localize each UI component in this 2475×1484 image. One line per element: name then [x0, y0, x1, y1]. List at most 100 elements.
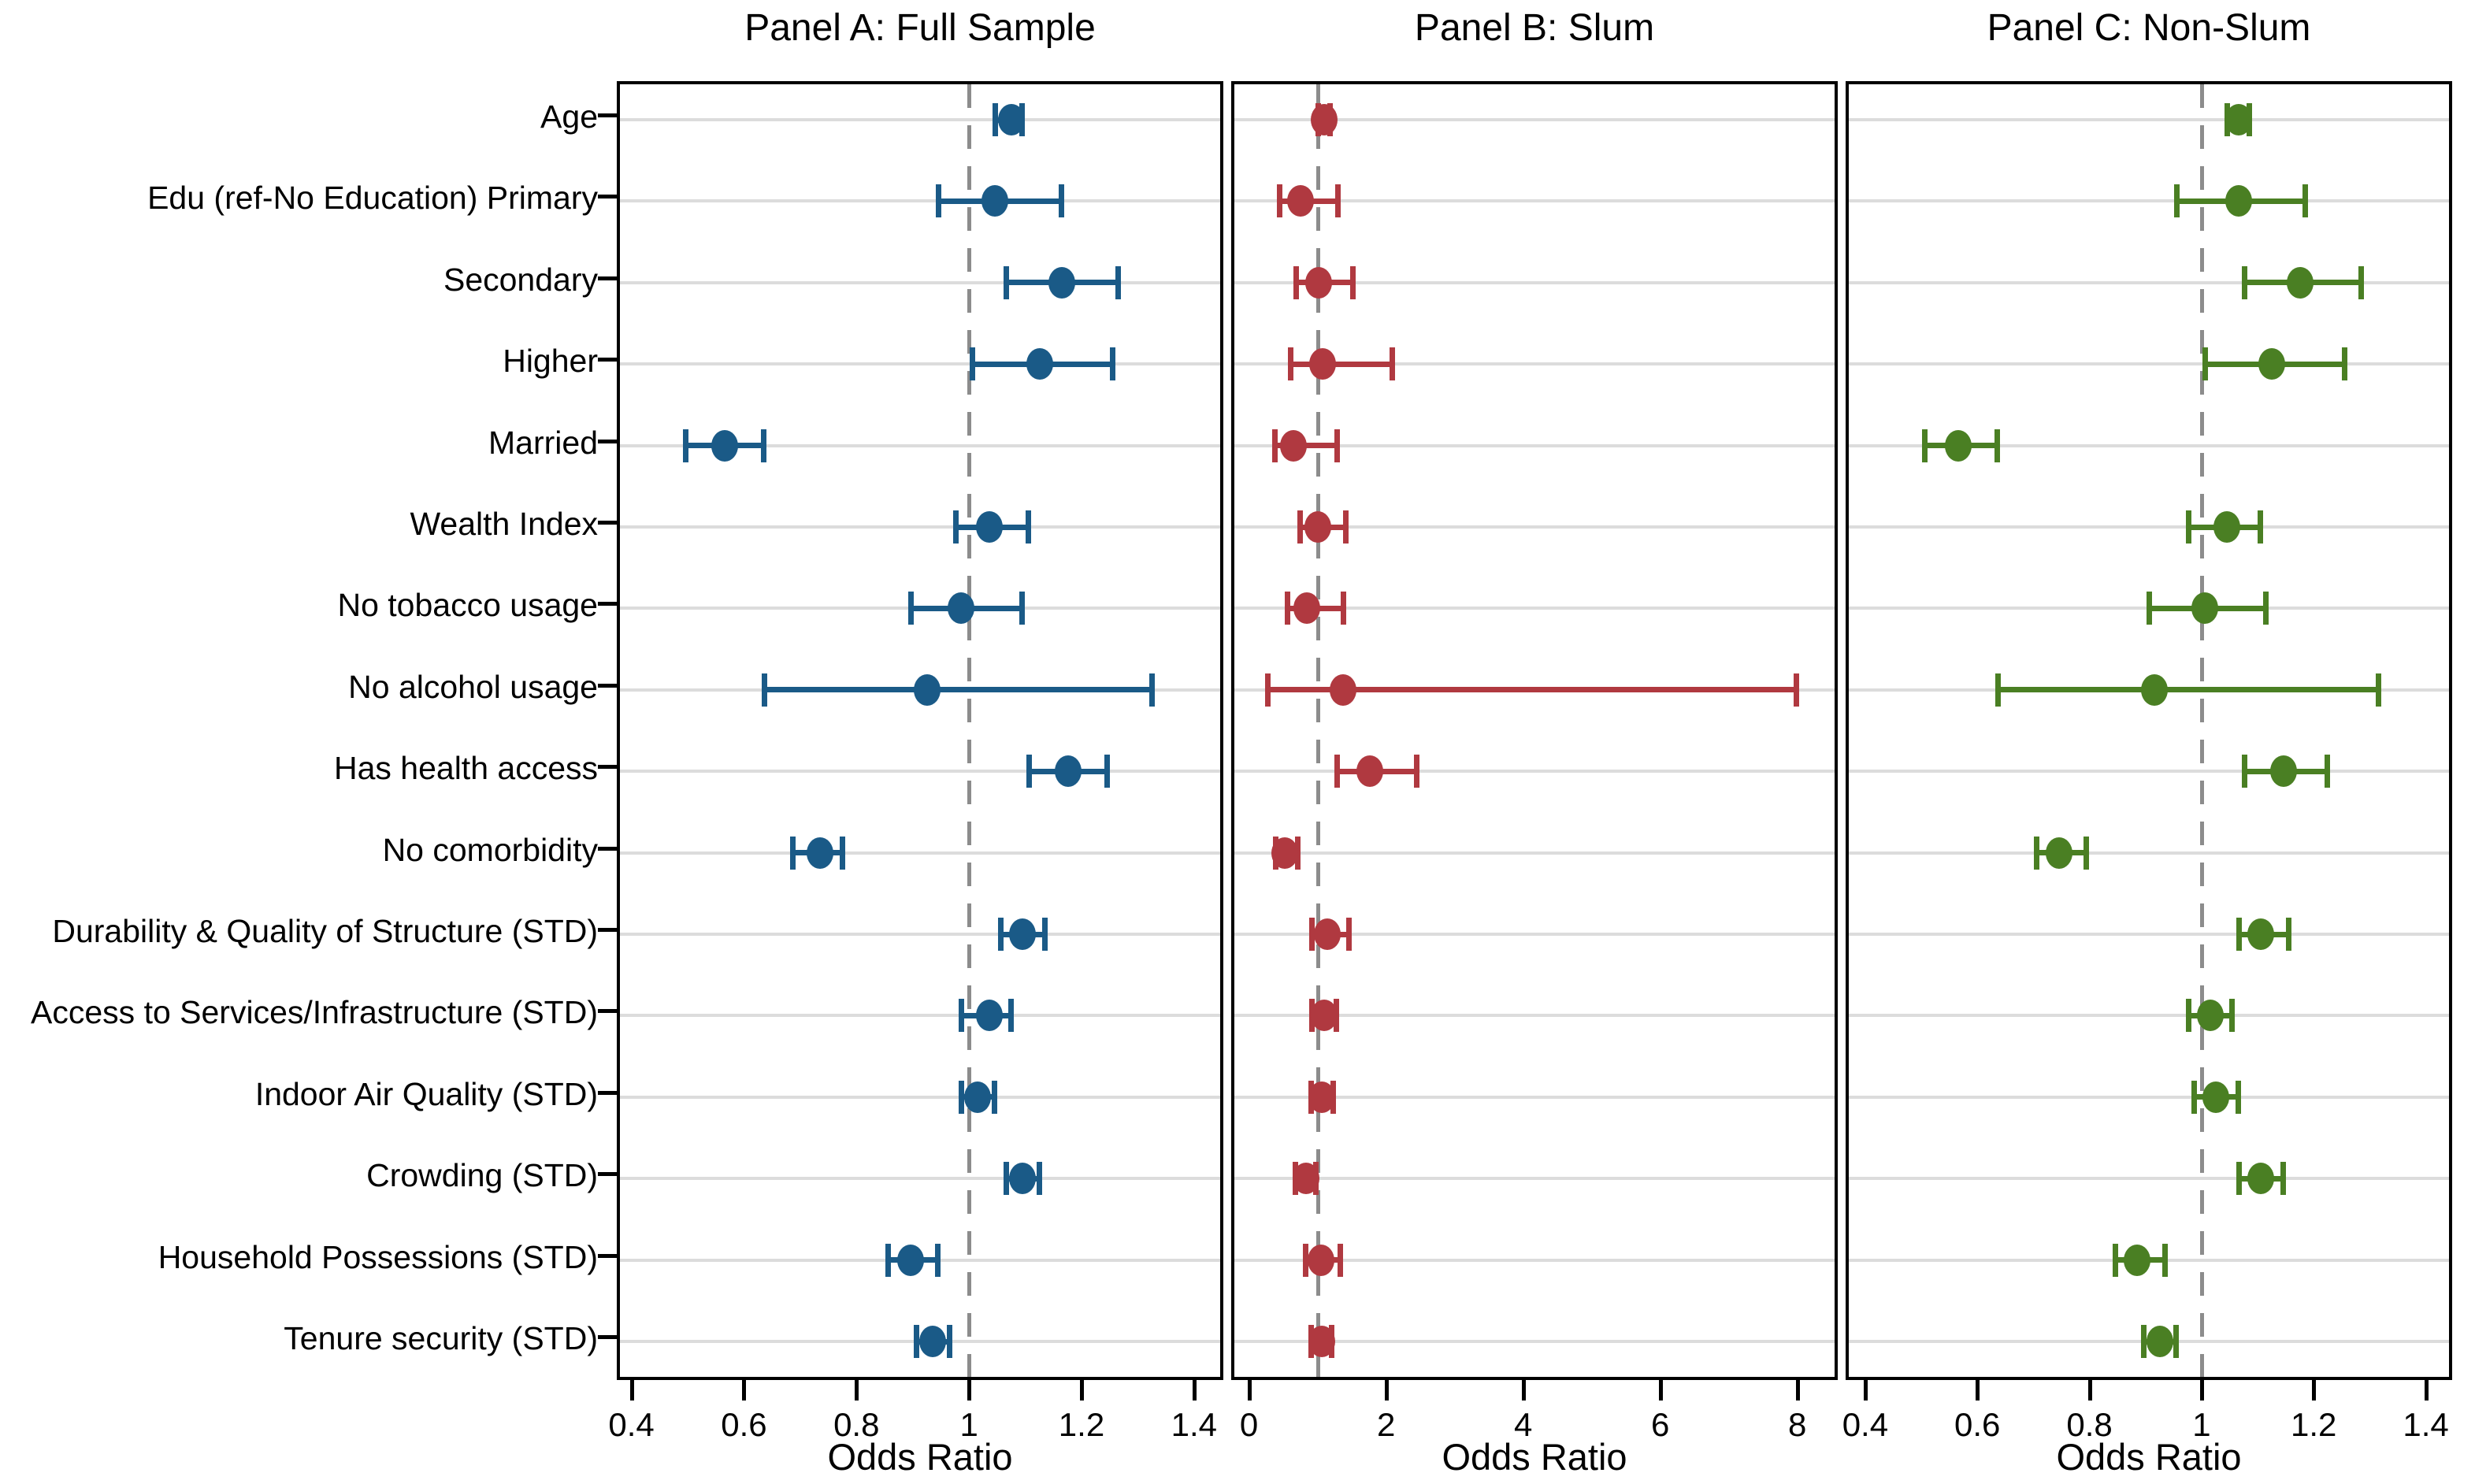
reference-line-or-1	[2199, 84, 2204, 1377]
ci-cap-high	[1059, 184, 1065, 218]
data-point	[2225, 104, 2252, 135]
ci-cap-low	[2202, 347, 2208, 381]
data-point	[1310, 104, 1338, 135]
ci-cap-low	[997, 918, 1004, 951]
data-point	[2197, 1000, 2224, 1032]
ci-cap-high	[2285, 918, 2291, 951]
ci-cap-low	[789, 836, 796, 870]
gridline	[1849, 525, 2449, 529]
ci-cap-high	[1349, 265, 1356, 299]
ci-cap-high	[1414, 755, 1420, 788]
gridline	[620, 199, 1220, 203]
ci-cap-low	[958, 999, 964, 1033]
ci-cap-low	[1277, 184, 1283, 218]
ci-cap-low	[1994, 673, 2001, 707]
category-label: Tenure security (STD)	[284, 1320, 598, 1356]
ci-cap-low	[2174, 184, 2180, 218]
ci-cap-low	[1922, 429, 1928, 462]
data-point	[2286, 266, 2314, 299]
gridline	[620, 280, 1220, 284]
x-axis-tick-label: 1	[2192, 1406, 2211, 1443]
x-axis-tick	[629, 1380, 634, 1401]
ci-cap-low	[1309, 918, 1315, 951]
x-axis-tick-label: 1.2	[1058, 1406, 1105, 1443]
gridline	[1234, 607, 1835, 610]
ci-cap-high	[1019, 592, 1026, 625]
category-label: Access to Services/Infrastructure (STD)	[31, 994, 598, 1031]
gridline	[620, 1177, 1220, 1181]
x-axis-tick	[2312, 1380, 2317, 1401]
x-axis-tick-label: 0.6	[1954, 1406, 2001, 1443]
y-axis-tick	[598, 195, 617, 199]
data-point	[2202, 1081, 2230, 1113]
gridline	[1234, 1177, 1835, 1181]
gridline	[620, 362, 1220, 366]
ci-cap-high	[2302, 184, 2308, 218]
data-point	[1293, 1163, 1320, 1195]
data-point	[1048, 266, 1076, 299]
panel-c-plot-area	[1846, 81, 2452, 1380]
y-axis-tick	[598, 1335, 617, 1339]
ci-cap-high	[839, 836, 845, 870]
ci-cap-high	[2280, 1162, 2286, 1196]
data-point	[1305, 266, 1333, 299]
ci-cap-low	[958, 1080, 964, 1114]
ci-cap-low	[1272, 429, 1278, 462]
ci-cap-high	[2325, 755, 2331, 788]
x-axis-tick	[2424, 1380, 2429, 1401]
gridline	[1849, 851, 2449, 855]
y-axis-tick	[598, 1253, 617, 1258]
ci-cap-high	[1389, 347, 1395, 381]
ci-cap-high	[2084, 836, 2090, 870]
data-point	[2269, 755, 2297, 788]
data-point	[964, 1081, 992, 1113]
x-axis-tick	[742, 1380, 747, 1401]
data-point	[2258, 348, 2286, 380]
x-axis-tick-label: 1.4	[2403, 1406, 2449, 1443]
data-point	[998, 104, 1026, 135]
x-axis-tick-label: 2	[1376, 1406, 1396, 1443]
data-point	[975, 1000, 1003, 1032]
data-point	[2247, 918, 2275, 950]
data-point	[1309, 348, 1337, 380]
data-point	[1308, 1326, 1336, 1357]
x-axis-tick	[2087, 1380, 2092, 1401]
ci-cap-low	[1284, 592, 1290, 625]
ci-cap-high	[1042, 918, 1048, 951]
ci-cap-high	[1036, 1162, 1042, 1196]
data-point	[1271, 837, 1298, 869]
y-axis-tick	[598, 439, 617, 443]
ci-cap-high	[1342, 510, 1349, 544]
ci-cap-low	[2236, 1162, 2242, 1196]
panel-c-xaxis-label: Odds Ratio	[2056, 1436, 2242, 1478]
ci-cap-low	[2185, 999, 2191, 1033]
ci-cap-high	[2173, 1325, 2180, 1358]
gridline	[620, 525, 1220, 529]
x-axis-tick-label: 0.8	[2066, 1406, 2113, 1443]
panel-b-title: Panel B: Slum	[1414, 7, 1655, 49]
ci-cap-low	[936, 184, 942, 218]
y-axis-tick	[598, 358, 617, 362]
ci-cap-high	[2258, 510, 2264, 544]
gridline	[1234, 280, 1835, 284]
ci-cap-high	[1346, 918, 1353, 951]
panel-a-plot-area	[617, 81, 1223, 1380]
x-axis-tick-label: 0	[1239, 1406, 1259, 1443]
ci-cap-low	[2241, 755, 2247, 788]
x-axis-tick	[1521, 1380, 1526, 1401]
gridline	[1234, 362, 1835, 366]
ci-cap-low	[2185, 510, 2191, 544]
y-axis-tick	[598, 113, 617, 117]
data-point	[1009, 918, 1037, 950]
reference-line-or-1	[1315, 84, 1320, 1377]
x-axis-tick-label: 8	[1787, 1406, 1807, 1443]
ci-cap-low	[2140, 1325, 2147, 1358]
y-axis-tick	[598, 683, 617, 688]
gridline	[620, 933, 1220, 936]
data-point	[1307, 1244, 1334, 1276]
gridline	[1234, 851, 1835, 855]
y-axis-tick	[598, 602, 617, 607]
gridline	[620, 851, 1220, 855]
gridline	[1234, 1340, 1835, 1343]
